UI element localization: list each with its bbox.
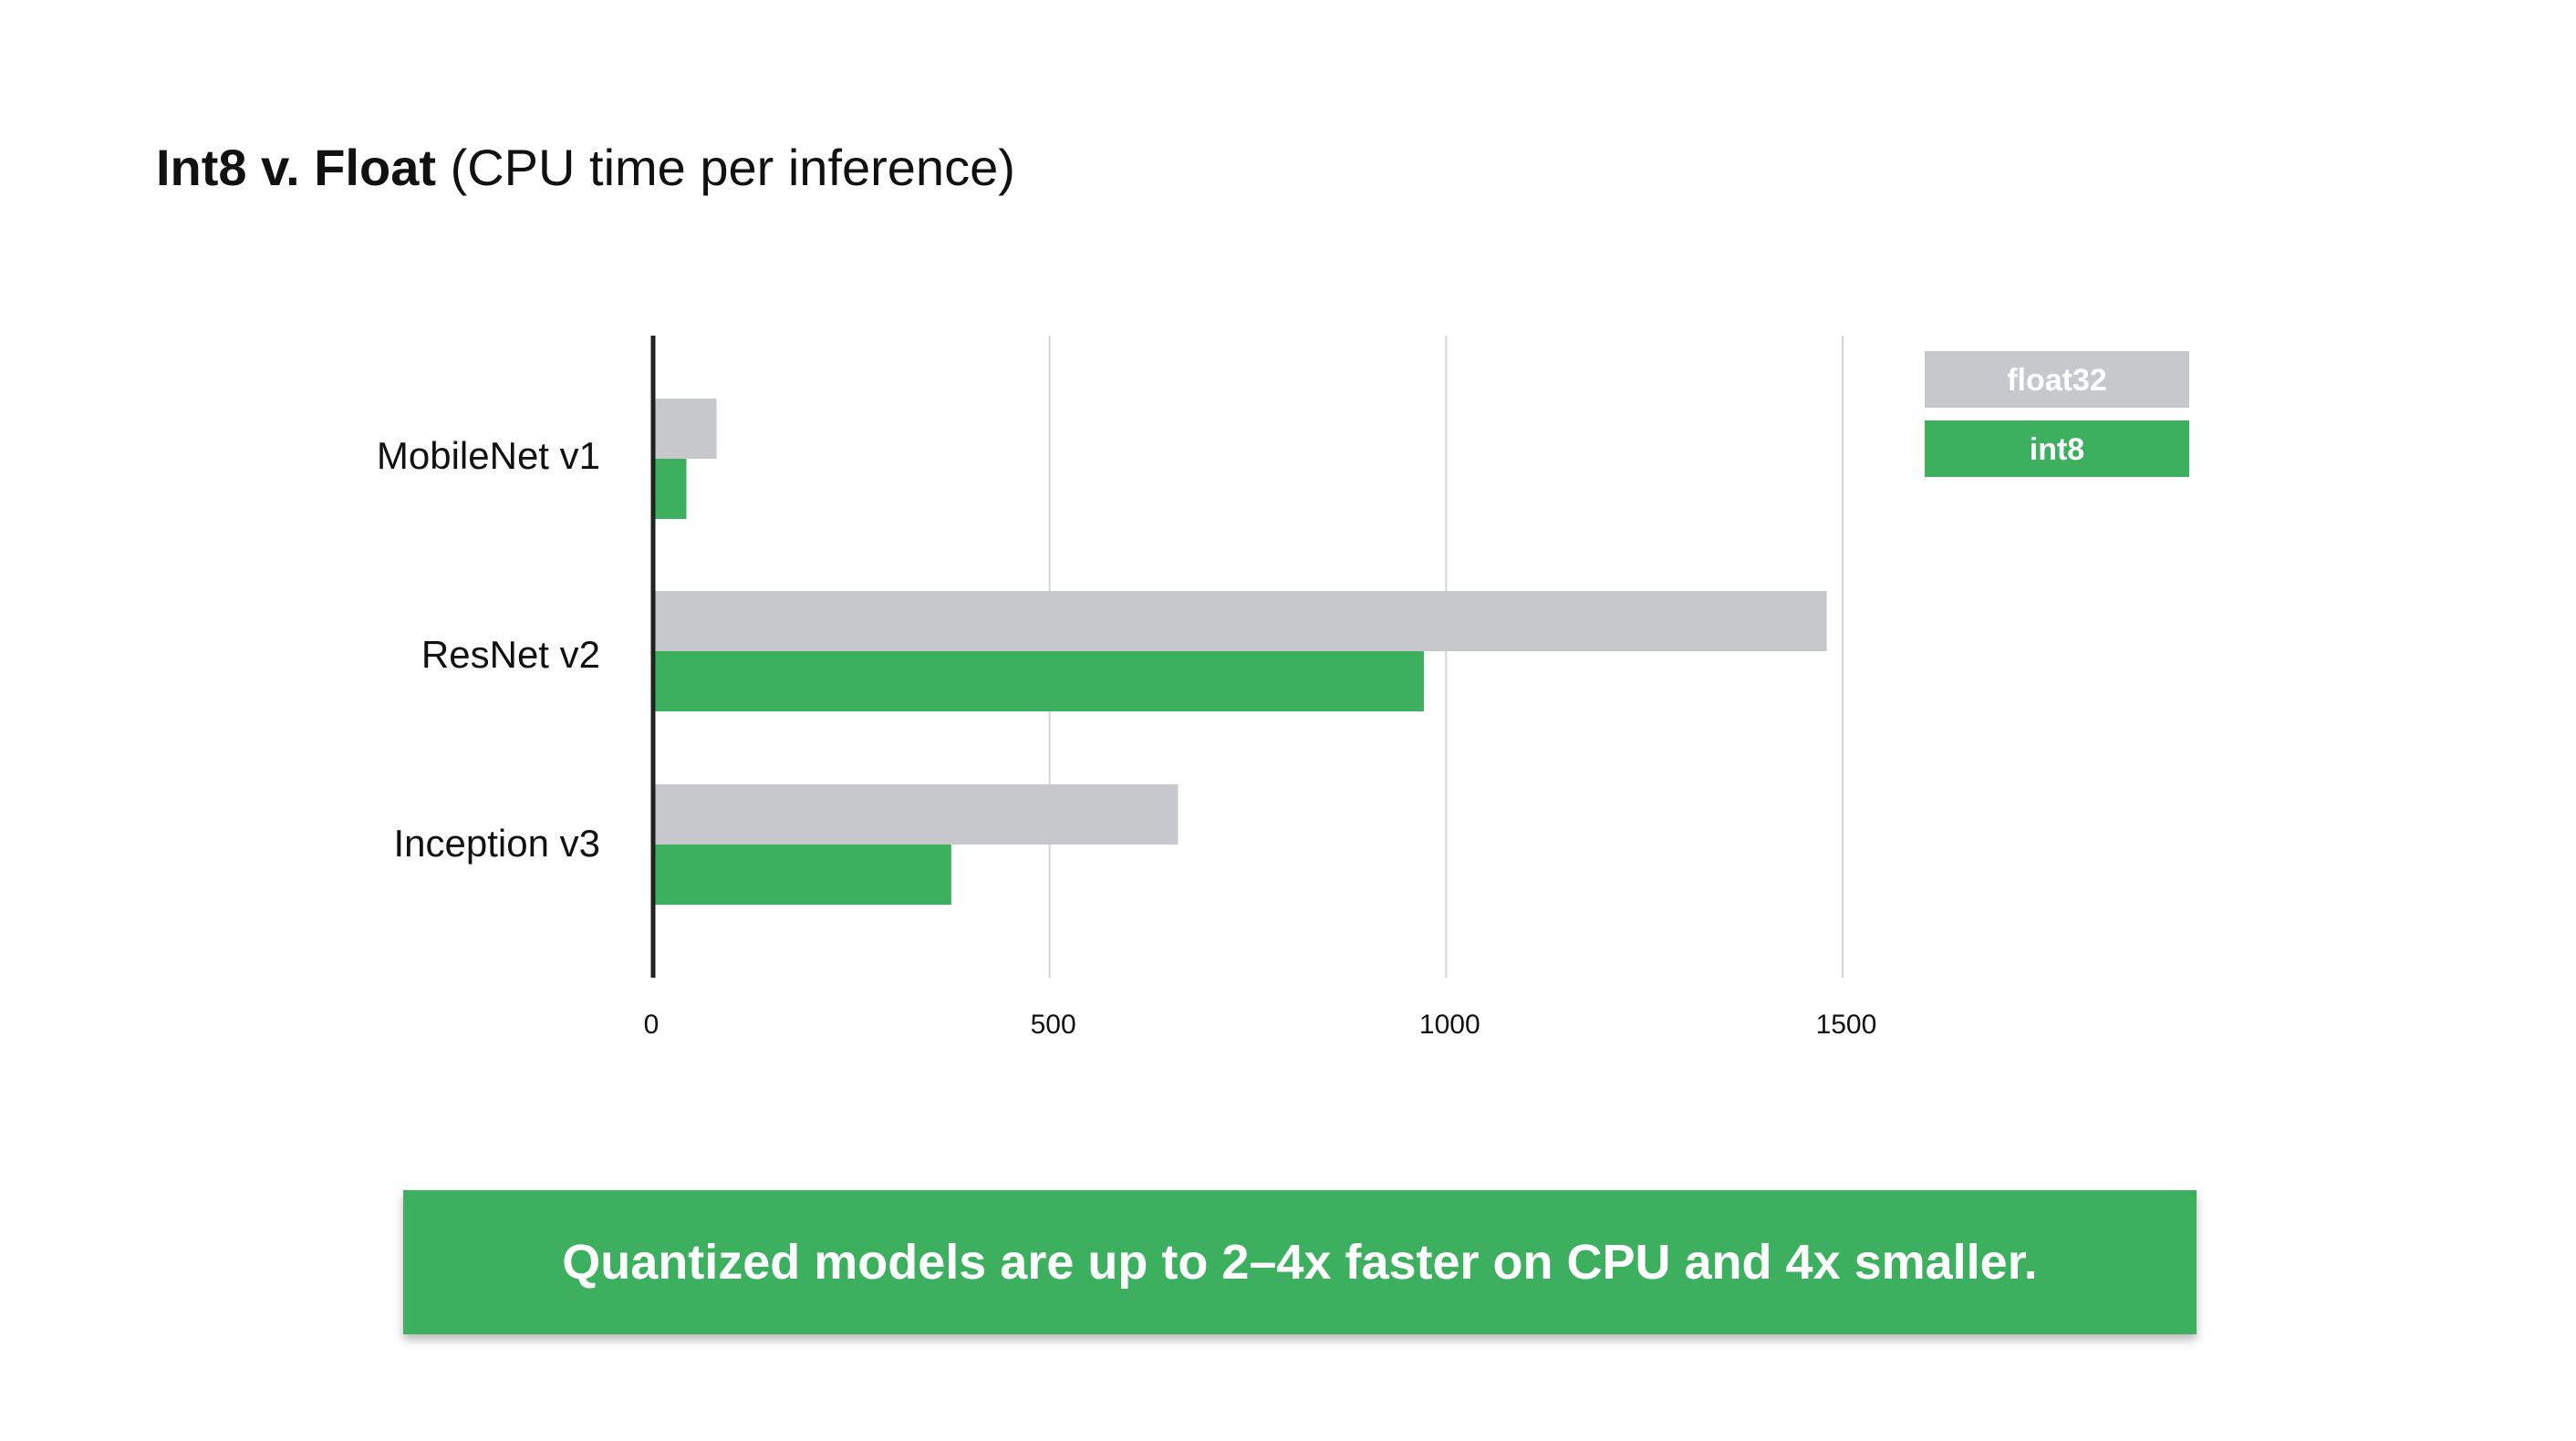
category-labels: MobileNet v1 ResNet v2 Inception v3 bbox=[377, 434, 600, 865]
bars bbox=[653, 399, 1827, 905]
category-label: MobileNet v1 bbox=[377, 434, 600, 477]
category-label: ResNet v2 bbox=[421, 633, 600, 676]
legend-swatch-int8 bbox=[1925, 420, 2189, 477]
x-tick-label: 1500 bbox=[1816, 1010, 1877, 1040]
bar-int8-0 bbox=[653, 459, 687, 519]
category-label: Inception v3 bbox=[394, 822, 601, 865]
legend-label-float32: float32 bbox=[2007, 363, 2107, 398]
chart-title: Int8 v. Float (CPU time per inference) bbox=[156, 135, 1015, 201]
legend-swatch-float32 bbox=[1925, 351, 2189, 408]
bar-int8-2 bbox=[653, 845, 951, 905]
bar-float32-2 bbox=[653, 784, 1179, 845]
legend-label-int8: int8 bbox=[2030, 432, 2084, 467]
x-tick-labels: 0 500 1000 1500 bbox=[644, 1010, 1877, 1040]
bar-float32-0 bbox=[653, 399, 717, 459]
bar-float32-1 bbox=[653, 591, 1827, 651]
x-tick-label: 0 bbox=[644, 1010, 660, 1040]
bar-int8-1 bbox=[653, 651, 1424, 711]
x-tick-label: 500 bbox=[1031, 1010, 1076, 1040]
callout-text: Quantized models are up to 2–4x faster o… bbox=[562, 1235, 2038, 1290]
chart-title-subtitle: (CPU time per inference) bbox=[450, 139, 1015, 196]
chart-title-bold: Int8 v. Float bbox=[156, 139, 436, 196]
callout-banner: Quantized models are up to 2–4x faster o… bbox=[403, 1190, 2197, 1334]
legend: float32 int8 bbox=[1925, 351, 2189, 477]
x-tick-label: 1000 bbox=[1419, 1010, 1480, 1040]
